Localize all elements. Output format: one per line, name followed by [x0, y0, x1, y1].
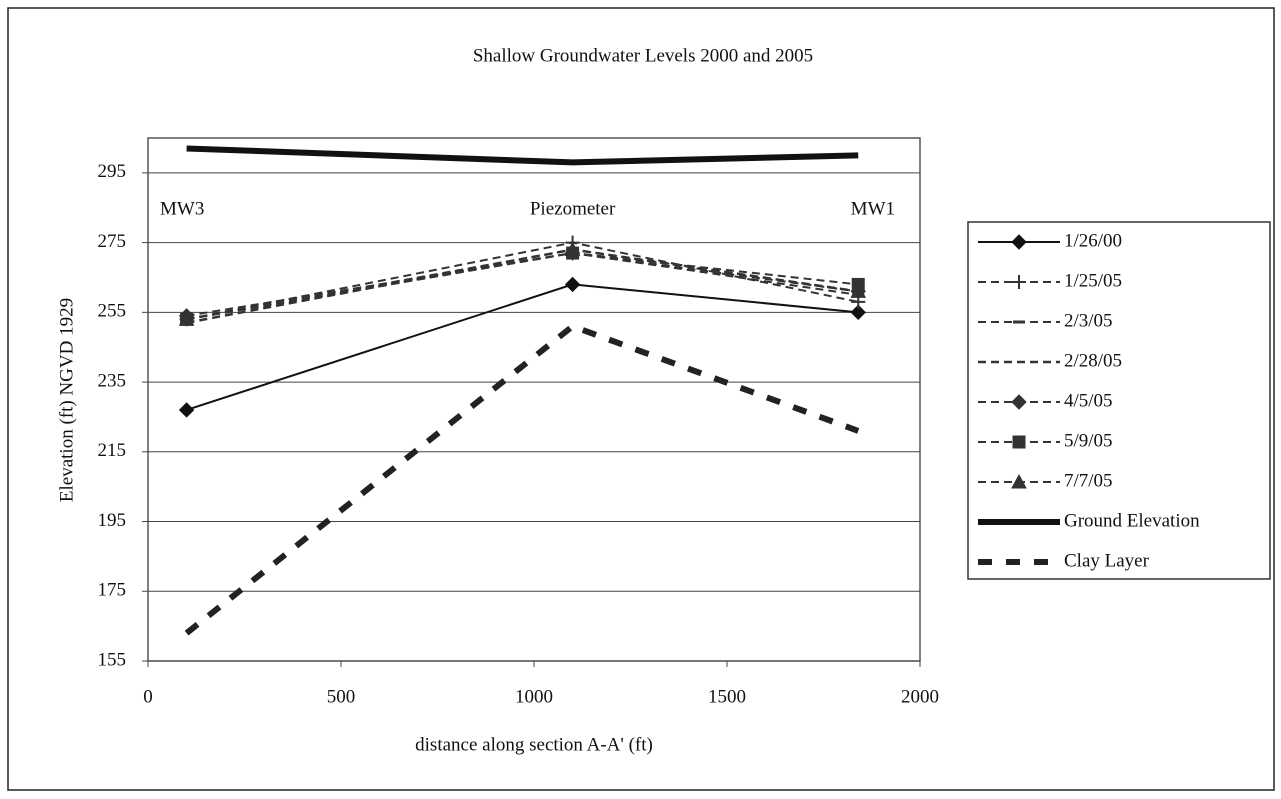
- legend-label: 4/5/05: [1064, 390, 1113, 411]
- x-tick-label: 0: [143, 686, 153, 707]
- legend-label: 5/9/05: [1064, 430, 1113, 451]
- legend-label: Ground Elevation: [1064, 510, 1200, 531]
- marker: [850, 304, 866, 321]
- y-tick-label: 235: [98, 370, 127, 391]
- x-axis-label: distance along section A-A' (ft): [415, 734, 653, 755]
- y-tick-label: 195: [98, 510, 127, 531]
- marker: [1012, 275, 1026, 289]
- y-tick-label: 255: [98, 301, 127, 322]
- legend-label: 2/28/05: [1064, 350, 1122, 371]
- y-tick-label: 175: [98, 580, 127, 601]
- marker: [1012, 435, 1026, 449]
- legend-label: 1/25/05: [1064, 270, 1122, 291]
- marker: [1011, 234, 1027, 250]
- annotation: MW3: [160, 198, 204, 219]
- marker: [1011, 473, 1027, 489]
- x-tick-label: 2000: [901, 686, 939, 707]
- y-axis-label: Elevation (ft) NGVD 1929: [56, 298, 77, 502]
- x-tick-label: 500: [327, 686, 356, 707]
- x-tick-label: 1500: [708, 686, 746, 707]
- legend-label: Clay Layer: [1064, 550, 1150, 571]
- y-tick-label: 155: [98, 649, 127, 670]
- marker: [178, 311, 195, 326]
- y-tick-label: 295: [98, 161, 127, 182]
- y-tick-label: 275: [98, 231, 127, 252]
- marker: [564, 241, 581, 257]
- marker: [1011, 394, 1027, 410]
- series-line: [186, 145, 859, 166]
- marker: [178, 402, 195, 418]
- annotation: Piezometer: [530, 198, 616, 219]
- annotation: MW1: [851, 198, 895, 219]
- x-tick-label: 1000: [515, 686, 553, 707]
- y-tick-label: 215: [98, 440, 127, 461]
- marker: [564, 276, 581, 293]
- marker: [850, 283, 867, 298]
- legend-label: 7/7/05: [1064, 470, 1113, 491]
- legend-label: 1/26/00: [1064, 230, 1122, 251]
- chart-title: Shallow Groundwater Levels 2000 and 2005: [473, 45, 813, 66]
- legend-label: 2/3/05: [1064, 310, 1113, 331]
